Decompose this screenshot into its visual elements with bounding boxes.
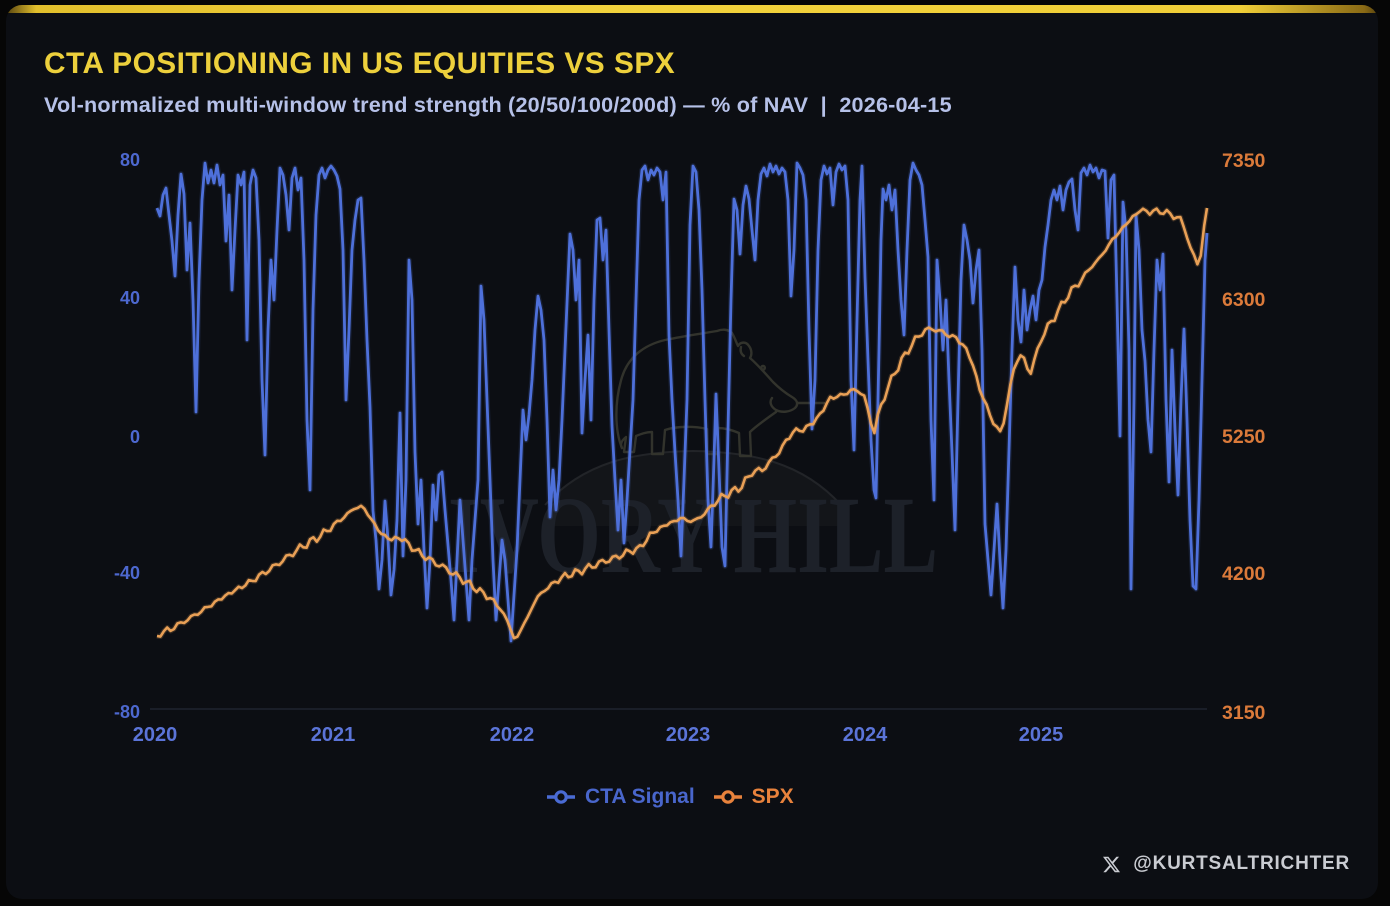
svg-text:-80: -80 xyxy=(114,702,140,722)
svg-text:2020: 2020 xyxy=(133,724,178,746)
svg-text:2025: 2025 xyxy=(1019,724,1064,746)
svg-text:7350: 7350 xyxy=(1222,150,1266,172)
svg-text:5250: 5250 xyxy=(1222,426,1266,448)
svg-text:2021: 2021 xyxy=(311,724,356,746)
svg-text:4200: 4200 xyxy=(1222,563,1266,585)
svg-text:80: 80 xyxy=(120,150,140,170)
svg-text:IVORY HILL: IVORY HILL xyxy=(448,474,938,596)
svg-text:-40: -40 xyxy=(114,563,140,583)
svg-text:2023: 2023 xyxy=(666,724,711,746)
svg-text:2022: 2022 xyxy=(490,724,535,746)
svg-text:40: 40 xyxy=(120,288,140,308)
svg-text:2024: 2024 xyxy=(843,724,888,746)
svg-text:3150: 3150 xyxy=(1222,702,1266,724)
svg-text:6300: 6300 xyxy=(1222,289,1266,311)
svg-text:0: 0 xyxy=(130,427,140,447)
